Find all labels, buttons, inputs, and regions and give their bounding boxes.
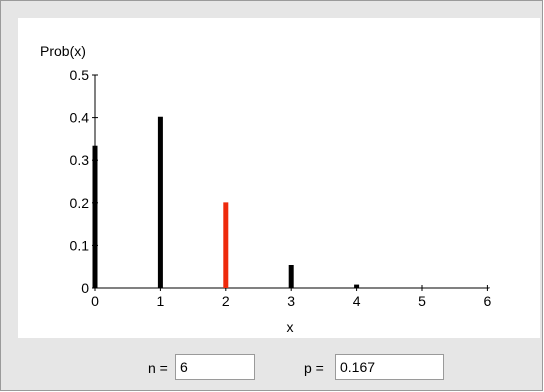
y-tick-label: 0.3 bbox=[70, 152, 90, 168]
y-tick-label: 0.1 bbox=[70, 237, 90, 253]
parameter-controls: n = p = bbox=[1, 354, 544, 384]
n-input[interactable] bbox=[175, 354, 255, 380]
bar-x-4 bbox=[354, 284, 360, 288]
y-axis-label: Prob(x) bbox=[40, 43, 86, 59]
x-tick-label: 1 bbox=[157, 293, 165, 309]
bar-x-3 bbox=[288, 264, 294, 288]
x-tick-label: 5 bbox=[418, 293, 426, 309]
x-tick-label: 6 bbox=[484, 293, 492, 309]
n-label: n = bbox=[148, 360, 168, 376]
binomial-chart: Prob(x) x 0 0.1 0.2 0.3 0.4 0.5 0 1 2 3 4 5 6 bbox=[40, 43, 492, 335]
x-tick-label: 0 bbox=[91, 293, 99, 309]
x-tick-label: 3 bbox=[287, 293, 295, 309]
bar-x-5 bbox=[419, 287, 425, 288]
chart-panel: Prob(x) x 0 0.1 0.2 0.3 0.4 0.5 0 1 2 3 4 5 6 bbox=[18, 18, 540, 338]
bar-x-1 bbox=[157, 116, 163, 288]
y-tick-label: 0.5 bbox=[70, 67, 90, 83]
y-tick-label: 0.2 bbox=[70, 195, 90, 211]
x-tick-label: 4 bbox=[353, 293, 361, 309]
y-tick-label: 0.4 bbox=[70, 110, 90, 126]
y-tick-label: 0 bbox=[81, 280, 89, 296]
bar-x-6 bbox=[484, 287, 490, 288]
bar-x-0 bbox=[92, 145, 98, 288]
x-tick-label: 2 bbox=[222, 293, 230, 309]
x-axis-label: x bbox=[287, 319, 294, 335]
p-input[interactable] bbox=[335, 354, 444, 380]
p-label: p = bbox=[304, 360, 324, 376]
bar-highlight-x-2 bbox=[223, 202, 229, 288]
